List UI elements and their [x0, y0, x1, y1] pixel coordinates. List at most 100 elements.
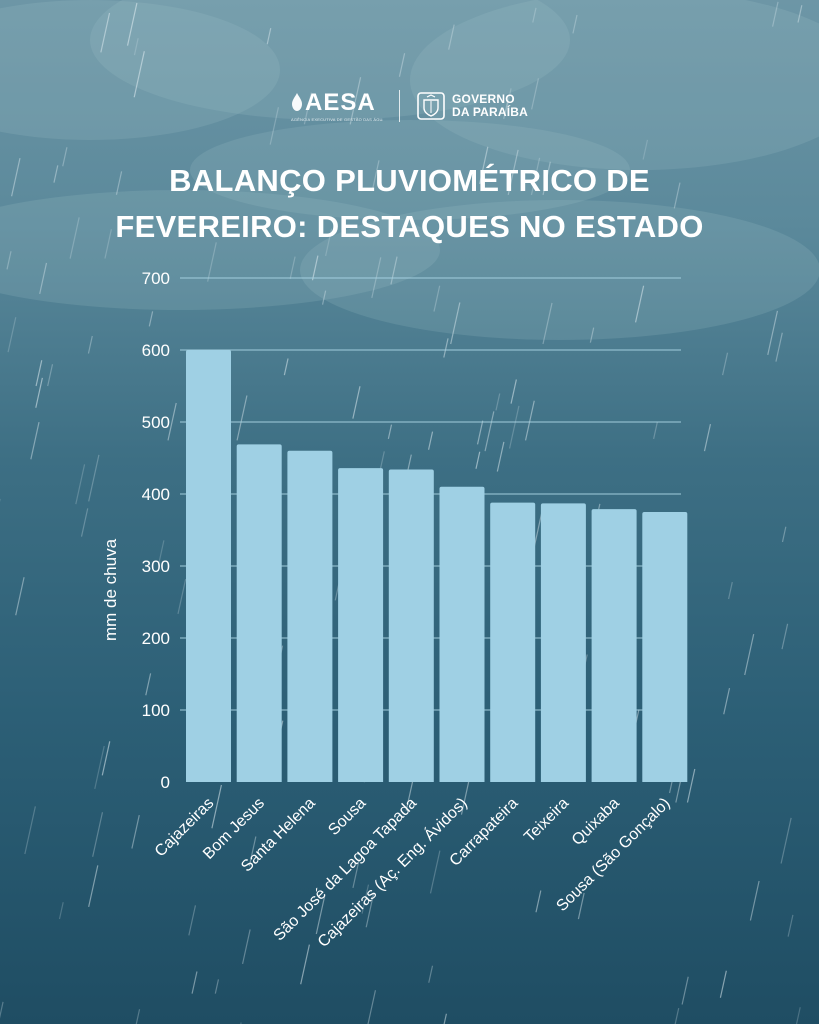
rain-streak [269, 107, 280, 145]
rain-streak [673, 182, 681, 209]
aesa-tagline: AGÊNCIA EXECUTIVA DE GESTÃO DAS ÁGUAS DO… [291, 116, 383, 122]
rain-streak [503, 101, 509, 119]
rain-streak [749, 880, 760, 921]
rain-streak [30, 422, 40, 460]
rain-streak [145, 673, 152, 696]
rain-streak [88, 454, 100, 502]
rain-streak [781, 623, 789, 650]
rain-streak [361, 884, 370, 914]
rain-streak [133, 38, 139, 56]
rain-streak [524, 400, 535, 441]
rain-streak [390, 256, 398, 285]
y-tick-label-300: 300 [142, 557, 170, 576]
rain-streak [47, 364, 54, 387]
rain-streak [496, 441, 505, 472]
rain-streak [767, 310, 779, 356]
rain-streak [703, 423, 712, 452]
rain-streak [115, 171, 123, 195]
y-tick-label-200: 200 [142, 629, 170, 648]
rain-streak [104, 229, 112, 259]
rain-streak [371, 160, 380, 191]
rain-streak [58, 902, 64, 920]
rain-streak [15, 577, 25, 616]
rain-streak [542, 302, 553, 345]
rain-streak [772, 1, 779, 27]
rain-streak [476, 420, 484, 445]
rain-streak [266, 28, 272, 45]
rain-streak [744, 633, 755, 676]
rain-streak [727, 581, 733, 600]
rain-streak [532, 7, 537, 23]
rain-streak [577, 892, 585, 920]
rain-streak [126, 2, 138, 46]
x-tick-label-3: Sousa [325, 795, 369, 839]
rain-streak [719, 970, 727, 998]
rain-streak [542, 161, 551, 195]
rain-streak [87, 335, 93, 354]
rain-streak [321, 290, 327, 305]
rain-streak [7, 317, 17, 353]
coat-of-arms-icon [417, 92, 445, 120]
y-tick-label-700: 700 [142, 269, 170, 288]
aesa-logo-text: AESA [305, 88, 376, 116]
cloud-3 [0, 190, 440, 310]
bar-2 [287, 450, 333, 782]
rain-streak [211, 784, 223, 829]
rain-streak [148, 311, 154, 327]
rain-streak [100, 12, 111, 53]
rain-streak [365, 893, 375, 928]
bar-6 [490, 502, 536, 782]
rain-streak [508, 405, 520, 449]
y-tick-label-100: 100 [142, 701, 170, 720]
rain-streak [283, 358, 289, 376]
rain-streak [787, 914, 794, 937]
logo-divider [399, 90, 400, 122]
rain-streak [723, 687, 731, 715]
rain-streak [214, 979, 220, 994]
rain-streak [35, 360, 43, 387]
bar-8 [591, 509, 637, 782]
rain-streak [53, 165, 59, 183]
rain-streak [325, 228, 333, 256]
rain-streak [443, 338, 449, 358]
rain-streak [510, 379, 517, 404]
rain-streak [352, 858, 360, 889]
rain-streak [177, 579, 187, 615]
rain-streak [504, 88, 512, 117]
cloud-5 [190, 120, 630, 220]
rain-streak [448, 24, 455, 50]
rain-streak [101, 741, 111, 776]
rain-streak [35, 377, 43, 408]
bar-3 [338, 468, 384, 782]
rain-streak [780, 817, 792, 864]
rain-streak [289, 256, 296, 280]
cloud-1 [90, 0, 570, 120]
rain-streak [634, 285, 645, 323]
y-axis-ticks: 0 100 200 300 400 500 600 700 [142, 269, 170, 792]
rain-streak [248, 836, 257, 867]
rain-streak [433, 285, 441, 312]
rain-streak [775, 332, 783, 362]
rain-streak [349, 77, 362, 125]
rain-streak [387, 424, 393, 440]
rain-streak [352, 386, 361, 419]
rain-streak [589, 327, 595, 343]
rain-streak [495, 393, 501, 411]
rain-streak [315, 895, 326, 935]
governo-line-1: GOVERNO [452, 92, 515, 106]
chart-bars [186, 350, 688, 782]
aesa-drop-icon [292, 92, 302, 111]
rain-streak [367, 990, 377, 1024]
cloud-2 [410, 0, 819, 170]
rain-streak [75, 464, 86, 505]
rain-streak [188, 905, 197, 936]
bar-4 [388, 469, 434, 782]
bar-0 [186, 350, 231, 782]
y-axis-label: mm de chuva [101, 538, 120, 641]
rain-streak [429, 850, 441, 894]
y-tick-label-500: 500 [142, 413, 170, 432]
rain-streak [642, 139, 649, 160]
rain-streak [507, 149, 519, 195]
